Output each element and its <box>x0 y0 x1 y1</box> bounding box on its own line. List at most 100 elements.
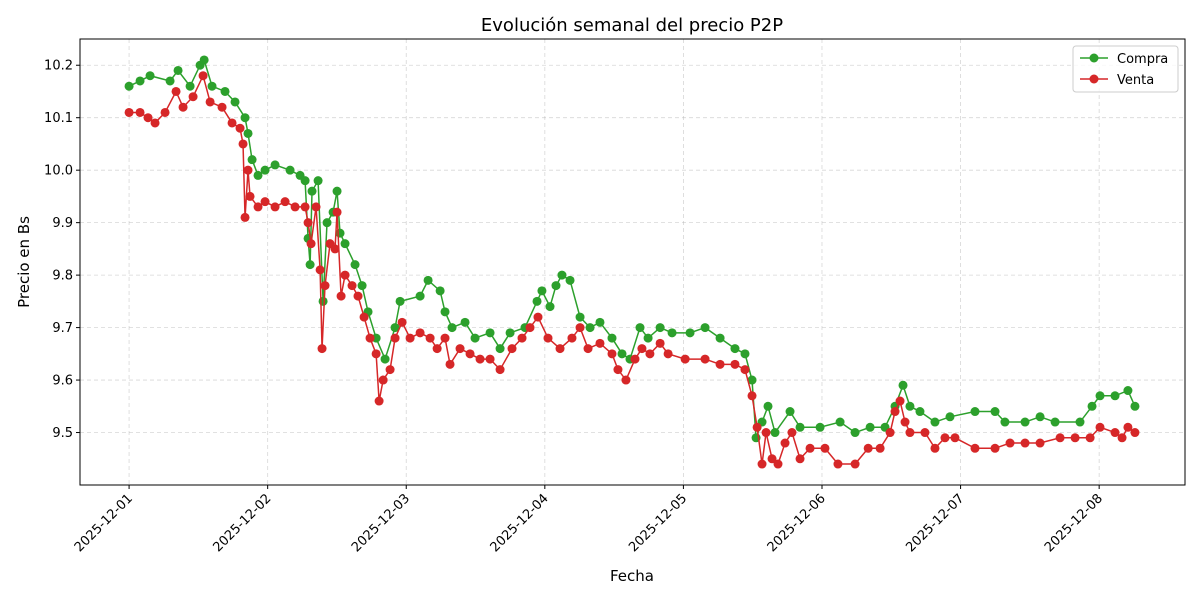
data-point-venta <box>397 317 407 327</box>
data-point-compra <box>585 323 595 333</box>
data-point-compra <box>770 428 780 438</box>
legend-item-compra: Compra <box>1080 52 1168 67</box>
data-point-compra <box>532 296 542 306</box>
data-point-compra <box>350 260 360 270</box>
data-point-venta <box>371 349 381 359</box>
data-point-compra <box>905 401 915 411</box>
data-point-compra <box>1000 417 1010 427</box>
data-point-compra <box>898 380 908 390</box>
data-point-compra <box>667 328 677 338</box>
data-point-venta <box>583 344 593 354</box>
data-point-venta <box>378 375 388 385</box>
y-tick-label: 9.6 <box>52 374 73 389</box>
data-point-venta <box>1085 433 1095 443</box>
data-point-venta <box>1005 438 1015 448</box>
data-point-venta <box>495 365 505 375</box>
data-point-compra <box>440 307 450 317</box>
data-point-compra <box>643 333 653 343</box>
x-axis-label: Fecha <box>610 567 654 585</box>
data-point-venta <box>217 102 227 112</box>
data-point-venta <box>205 97 215 107</box>
data-point-compra <box>247 155 257 165</box>
data-point-compra <box>865 422 875 432</box>
data-point-venta <box>240 212 250 222</box>
data-point-compra <box>595 317 605 327</box>
data-point-venta <box>507 344 517 354</box>
data-point-compra <box>415 291 425 301</box>
data-point-venta <box>613 365 623 375</box>
data-point-compra <box>332 186 342 196</box>
data-point-compra <box>135 76 145 86</box>
data-point-compra <box>970 407 980 417</box>
data-point-compra <box>785 407 795 417</box>
data-point-venta <box>143 113 153 123</box>
data-point-compra <box>447 323 457 333</box>
data-point-venta <box>833 459 843 469</box>
data-point-compra <box>1110 391 1120 401</box>
data-point-compra <box>763 401 773 411</box>
data-point-venta <box>1123 422 1133 432</box>
data-point-venta <box>663 349 673 359</box>
data-point-venta <box>950 433 960 443</box>
data-point-compra <box>1050 417 1060 427</box>
data-point-compra <box>243 128 253 138</box>
data-point-venta <box>245 191 255 201</box>
data-point-venta <box>178 102 188 112</box>
data-point-compra <box>1095 391 1105 401</box>
y-tick-label: 9.9 <box>52 216 73 231</box>
data-point-venta <box>243 165 253 175</box>
data-point-venta <box>365 333 375 343</box>
data-point-compra <box>545 302 555 312</box>
data-point-venta <box>767 454 777 464</box>
data-point-venta <box>330 244 340 254</box>
data-point-venta <box>303 218 313 228</box>
data-point-venta <box>290 202 300 212</box>
data-point-compra <box>357 281 367 291</box>
data-point-compra <box>1123 386 1133 396</box>
data-point-compra <box>700 323 710 333</box>
data-point-compra <box>460 317 470 327</box>
y-tick-label: 10.1 <box>44 111 73 126</box>
data-point-venta <box>895 396 905 406</box>
data-point-venta <box>757 459 767 469</box>
data-point-venta <box>805 443 815 453</box>
legend-marker-venta <box>1089 74 1099 84</box>
data-point-compra <box>747 375 757 385</box>
data-point-venta <box>445 359 455 369</box>
y-axis: 9.5 9.6 9.7 9.8 9.9 10.0 10.1 10.2 <box>44 59 80 441</box>
data-point-compra <box>930 417 940 427</box>
data-point-venta <box>317 344 327 354</box>
data-point-venta <box>740 365 750 375</box>
data-point-venta <box>1110 428 1120 438</box>
data-point-venta <box>455 344 465 354</box>
data-point-compra <box>495 344 505 354</box>
data-point-venta <box>1070 433 1080 443</box>
data-point-venta <box>875 443 885 453</box>
data-point-venta <box>465 349 475 359</box>
data-point-venta <box>595 338 605 348</box>
data-point-venta <box>680 354 690 364</box>
data-point-compra <box>270 160 280 170</box>
data-point-venta <box>415 328 425 338</box>
data-point-venta <box>332 207 342 217</box>
data-point-compra <box>505 328 515 338</box>
data-point-venta <box>525 323 535 333</box>
y-tick-label: 10.2 <box>44 59 73 74</box>
y-tick-label: 9.8 <box>52 269 73 284</box>
data-point-compra <box>990 407 1000 417</box>
data-point-compra <box>240 113 250 123</box>
data-point-compra <box>305 260 315 270</box>
data-point-venta <box>315 265 325 275</box>
data-point-venta <box>795 454 805 464</box>
data-point-compra <box>230 97 240 107</box>
data-point-compra <box>795 422 805 432</box>
data-point-compra <box>537 286 547 296</box>
data-point-venta <box>863 443 873 453</box>
data-point-compra <box>1130 401 1140 411</box>
axes-frame <box>79 38 1186 486</box>
data-point-compra <box>380 354 390 364</box>
data-point-venta <box>320 281 330 291</box>
data-point-venta <box>238 139 248 149</box>
data-point-venta <box>198 71 208 81</box>
data-point-venta <box>1035 438 1045 448</box>
